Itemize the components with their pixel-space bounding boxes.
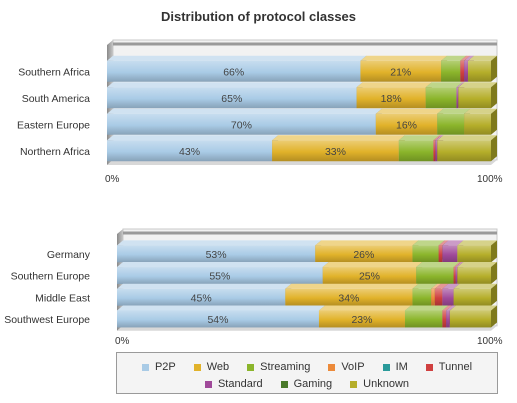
- bar-segment-streaming-southern-europe: [416, 262, 460, 285]
- bar-segment-streaming-southwest-europe: [404, 305, 449, 328]
- x-tick-label-min: 0%: [105, 174, 120, 185]
- data-label-p2p-middle-east: 45%: [191, 292, 212, 304]
- data-label-web-southern-africa: 21%: [390, 66, 411, 78]
- data-label-web-south-america: 18%: [381, 93, 402, 105]
- legend-label-standard: Standard: [217, 378, 263, 390]
- legend-row-2: Standard Gaming Unknown: [117, 378, 497, 390]
- category-label-northern-africa: Northern Africa: [20, 146, 90, 158]
- x-tick-label-max: 100%: [477, 174, 503, 185]
- bar-segment-streaming-northern-africa: [398, 135, 440, 162]
- legend-swatch-im: [382, 363, 390, 371]
- data-label-p2p-southern-africa: 66%: [223, 66, 244, 78]
- legend-item-p2p: P2P: [141, 361, 176, 373]
- legend-item-im: IM: [382, 361, 408, 373]
- category-label-middle-east: Middle East: [35, 292, 90, 304]
- legend-swatch-gaming: [280, 380, 288, 388]
- data-label-web-northern-africa: 33%: [325, 146, 346, 158]
- bar-segment-unknown-southern-europe: [457, 262, 497, 285]
- data-label-p2p-northern-africa: 43%: [179, 146, 200, 158]
- category-label-south-america: South America: [22, 93, 90, 105]
- legend-label-voip: VoIP: [341, 361, 365, 373]
- legend-swatch-streaming: [247, 363, 255, 371]
- legend-swatch-web: [193, 363, 201, 371]
- category-label-eastern-europe: Eastern Europe: [17, 119, 90, 131]
- bar-segment-unknown-middle-east: [453, 283, 497, 306]
- data-label-web-eastern-europe: 16%: [396, 119, 417, 131]
- legend-swatch-unknown: [350, 380, 358, 388]
- bar-segment-unknown-south-america: [458, 82, 497, 109]
- data-label-p2p-southwest-europe: 54%: [207, 314, 228, 326]
- x-tick-label-min: 0%: [115, 336, 130, 347]
- data-label-web-germany: 26%: [353, 249, 374, 261]
- bar-segment-unknown-germany: [457, 240, 497, 263]
- legend-label-web: Web: [206, 361, 230, 373]
- data-label-p2p-south-america: 65%: [221, 93, 242, 105]
- legend-label-gaming: Gaming: [293, 378, 333, 390]
- legend-label-unknown: Unknown: [363, 378, 410, 390]
- chart-title: Distribution of protocol classes: [160, 9, 357, 24]
- bar-segment-unknown-southern-africa: [467, 55, 497, 82]
- category-label-southern-europe: Southern Europe: [11, 271, 91, 283]
- legend-swatch-tunnel: [425, 363, 433, 371]
- legend-label-streaming: Streaming: [260, 361, 311, 373]
- bar-segment-p2p-eastern-europe: [107, 108, 382, 135]
- legend-item-standard: Standard: [204, 378, 263, 390]
- legend-label-p2p: P2P: [154, 361, 176, 373]
- legend-label-tunnel: Tunnel: [438, 361, 473, 373]
- category-label-southwest-europe: Southwest Europe: [4, 314, 90, 326]
- bar-segment-web-northern-africa: [272, 135, 405, 162]
- legend-item-voip: VoIP: [328, 361, 365, 373]
- data-label-web-southwest-europe: 23%: [351, 314, 372, 326]
- legend-swatch-standard: [204, 380, 212, 388]
- legend-item-unknown: Unknown: [350, 378, 409, 390]
- legend-item-web: Web: [193, 361, 230, 373]
- legend-item-streaming: Streaming: [247, 361, 310, 373]
- bar-segment-unknown-southwest-europe: [449, 305, 497, 328]
- category-label-southern-africa: Southern Africa: [18, 66, 90, 78]
- bar-segment-unknown-northern-africa: [437, 135, 497, 162]
- legend: P2P Web Streaming VoIP IM Tunnel Standard Gami…: [116, 352, 498, 394]
- chart-panel-2: Germany 53% 26% Southern Europe 55% 25% Middle…: [4, 228, 503, 347]
- legend-swatch-p2p: [141, 363, 149, 371]
- legend-item-tunnel: Tunnel: [425, 361, 473, 373]
- data-label-p2p-eastern-europe: 70%: [231, 119, 252, 131]
- legend-swatch-voip: [328, 363, 336, 371]
- data-label-p2p-southern-europe: 55%: [209, 271, 230, 283]
- legend-row-1: P2P Web Streaming VoIP IM Tunnel: [117, 361, 497, 373]
- legend-item-gaming: Gaming: [280, 378, 333, 390]
- x-tick-label-max: 100%: [477, 336, 503, 347]
- data-label-p2p-germany: 53%: [206, 249, 227, 261]
- legend-label-im: IM: [395, 361, 408, 373]
- bar-segment-unknown-eastern-europe: [464, 108, 497, 135]
- category-label-germany: Germany: [47, 249, 91, 261]
- chart-panel-1: Southern Africa 66% 21% South America 65% 18%…: [17, 39, 503, 185]
- data-label-web-southern-europe: 25%: [359, 271, 380, 283]
- data-label-web-middle-east: 34%: [338, 292, 359, 304]
